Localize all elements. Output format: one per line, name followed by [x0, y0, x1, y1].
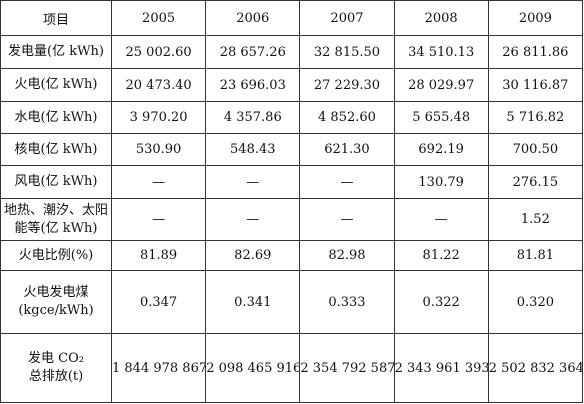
value-cell: 530.90 — [110, 133, 207, 166]
value-cell: 700.50 — [487, 133, 584, 166]
value-cell: 23 696.03 — [205, 68, 301, 102]
label-line: (kgce/kWh) — [18, 303, 94, 318]
value-cell: 28 029.97 — [393, 68, 489, 102]
value-cell: — — [393, 198, 489, 241]
value-cell: 2 098 465 916 — [205, 333, 301, 403]
label-line: 水电(亿 kWh) — [14, 109, 98, 125]
value-cell: 5 716.82 — [487, 101, 584, 134]
label-line: 火电发电煤 — [23, 285, 89, 300]
value-cell: 81.81 — [487, 240, 584, 271]
label-line: 发电量(亿 kWh) — [8, 44, 104, 59]
value-cell: 26 811.86 — [487, 35, 584, 69]
header-cell: 2008 — [393, 0, 489, 36]
value-cell: — — [205, 198, 301, 241]
value-cell: 30 116.87 — [487, 68, 584, 102]
row-label: 火电发电煤 (kgce/kWh) — [0, 270, 112, 334]
table-row: 火电(亿 kWh) 20 473.40 23 696.03 27 229.30 28 0… — [0, 68, 584, 102]
row-label: 发电 CO₂ 总排放(t) — [0, 333, 112, 403]
value-cell: — — [299, 165, 395, 199]
value-cell: — — [299, 198, 395, 241]
value-cell: — — [110, 198, 207, 241]
value-cell: 2 354 792 587 — [299, 333, 395, 403]
value-cell: 548.43 — [205, 133, 301, 166]
label-line: 火电比例(%) — [18, 247, 94, 263]
row-label: 火电(亿 kWh) — [0, 68, 112, 102]
table-row: 水电(亿 kWh) 3 970.20 4 357.86 4 852.60 5 655.4… — [0, 101, 584, 134]
value-cell: 2 502 832 364 — [487, 333, 584, 403]
label-line: 火电(亿 kWh) — [14, 77, 98, 92]
value-cell: 0.322 — [393, 270, 489, 334]
row-label: 水电(亿 kWh) — [0, 101, 112, 134]
table-row: 发电 CO₂ 总排放(t) 1 844 978 867 2 098 465 916 2 … — [0, 333, 584, 403]
label-line: 总排放(t) — [28, 369, 84, 384]
value-cell: 27 229.30 — [299, 68, 395, 102]
header-row: 项目 2005 2006 2007 2008 2009 — [0, 0, 584, 36]
row-label: 发电量(亿 kWh) — [0, 35, 112, 69]
value-cell: 130.79 — [393, 165, 489, 199]
label-line: 风电(亿 kWh) — [14, 174, 98, 189]
value-cell: 0.347 — [110, 270, 207, 334]
value-cell: 1.52 — [487, 198, 584, 241]
value-cell: — — [110, 165, 207, 199]
table-row: 地热、潮汐、太阳 能等(亿 kWh) — — — —1.52 — [0, 198, 584, 241]
value-cell: 3 970.20 — [110, 101, 207, 134]
value-cell: 0.341 — [205, 270, 301, 334]
header-cell: 2006 — [205, 0, 301, 36]
value-cell: 32 815.50 — [299, 35, 395, 69]
value-cell: — — [205, 165, 301, 199]
table-row: 核电(亿 kWh) 530.90 548.43 621.30 692.19 700.50 — [0, 133, 584, 166]
value-cell: 0.320 — [487, 270, 584, 334]
value-cell: 692.19 — [393, 133, 489, 166]
label-line: 核电(亿 kWh) — [14, 141, 98, 157]
header-cell: 2005 — [110, 0, 207, 36]
row-label: 地热、潮汐、太阳 能等(亿 kWh) — [0, 198, 112, 241]
value-cell: 0.333 — [299, 270, 395, 334]
table-row: 火电发电煤 (kgce/kWh) 0.347 0.341 0.333 0.322 0.320 — [0, 270, 584, 334]
row-label: 火电比例(%) — [0, 240, 112, 271]
row-label: 核电(亿 kWh) — [0, 133, 112, 166]
table-row: 发电量(亿 kWh) 25 002.60 28 657.26 32 815.50 34 … — [0, 35, 584, 69]
value-cell: 2 343 961 393 — [393, 333, 489, 403]
table-body: 发电量(亿 kWh) 25 002.60 28 657.26 32 815.50 34 … — [0, 35, 584, 403]
label-line: 能等(亿 kWh) — [14, 220, 98, 236]
header-cell: 2009 — [487, 0, 584, 36]
value-cell: 34 510.13 — [393, 35, 489, 69]
value-cell: 20 473.40 — [110, 68, 207, 102]
value-cell: 1 844 978 867 — [110, 333, 207, 403]
table-row: 风电(亿 kWh) — — —130.79 276.15 — [0, 165, 584, 199]
value-cell: 4 852.60 — [299, 101, 395, 134]
value-cell: 276.15 — [487, 165, 584, 199]
value-cell: 82.98 — [299, 240, 395, 271]
header-cell: 项目 — [0, 0, 112, 36]
value-cell: 5 655.48 — [393, 101, 489, 134]
value-cell: 81.89 — [110, 240, 207, 271]
value-cell: 4 357.86 — [205, 101, 301, 134]
value-cell: 621.30 — [299, 133, 395, 166]
value-cell: 81.22 — [393, 240, 489, 271]
value-cell: 25 002.60 — [110, 35, 207, 69]
table-row: 火电比例(%) 81.89 82.69 82.98 81.22 81.81 — [0, 240, 584, 271]
label-line: 发电 CO₂ — [28, 351, 84, 366]
row-label: 风电(亿 kWh) — [0, 165, 112, 199]
value-cell: 82.69 — [205, 240, 301, 271]
value-cell: 28 657.26 — [205, 35, 301, 69]
label-line: 地热、潮汐、太阳 — [3, 202, 108, 218]
header-cell: 2007 — [299, 0, 395, 36]
